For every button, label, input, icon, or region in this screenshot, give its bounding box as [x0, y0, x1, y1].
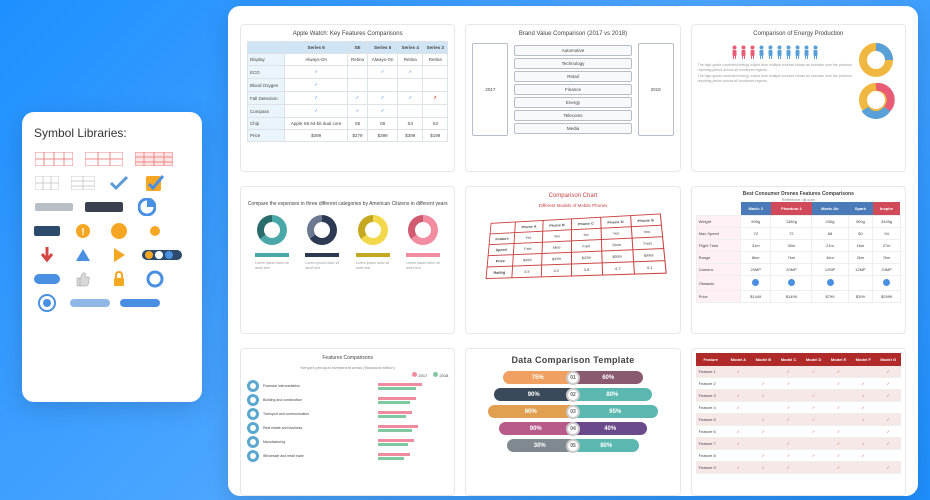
symbol-radio-blue-icon[interactable]: [34, 294, 60, 312]
template-card-1[interactable]: Apple Watch: Key Features Comparisons Se…: [240, 24, 455, 172]
t2-item: Automotive: [514, 45, 631, 56]
svg-text:!: !: [81, 227, 84, 238]
symbol-lock-orange-icon[interactable]: [106, 270, 132, 288]
symbol-dot-small-orange-icon[interactable]: [142, 222, 168, 240]
symbol-bar-lightblue[interactable]: [70, 294, 110, 312]
symbol-play-orange-icon[interactable]: [106, 246, 132, 264]
template-card-7[interactable]: Features Comparisons Kenya's principal i…: [240, 348, 455, 496]
t3-text2: The high-grade combined energy output fr…: [698, 74, 853, 83]
t5-subtitle: Different Models of Mobile Phones: [472, 203, 673, 208]
t7-legend-1: 2017: [412, 372, 427, 378]
t5-table: Phone APhone BPhone CPhone DPhone EFeatu…: [486, 213, 667, 279]
t2-item: Telecoms: [514, 110, 631, 121]
t2-item: Retail: [514, 71, 631, 82]
symbol-grid-red-2[interactable]: [84, 150, 124, 168]
symbol-bar-dark[interactable]: [84, 198, 124, 216]
t2-item: Media: [514, 123, 631, 134]
t4-title: Compare the expenses in three different …: [247, 201, 448, 207]
t4-donuts: [247, 215, 448, 245]
template-card-9[interactable]: FeatureModel AModel BModel CModel DModel…: [691, 348, 906, 496]
symbol-libraries-title: Symbol Libraries:: [34, 126, 190, 140]
t2-item: Finance: [514, 84, 631, 95]
symbol-bar-darkblue[interactable]: [34, 222, 60, 240]
t7-subtitle: Kenya's principal investment areas (thou…: [247, 365, 448, 370]
template-card-6[interactable]: Best Consumer Drones Features Comparison…: [691, 186, 906, 334]
symbol-arrow-down-red-icon[interactable]: [34, 246, 60, 264]
t2-right-year: 2018: [638, 43, 674, 136]
t3-donut-2: [857, 81, 895, 119]
symbol-ring-blue-icon[interactable]: [142, 270, 168, 288]
t1-title: Apple Watch: Key Features Comparisons: [247, 31, 448, 37]
t2-items: Automotive Technology Retail Finance Energy T…: [514, 43, 631, 136]
symbol-toggle-multi-icon[interactable]: [142, 246, 182, 264]
symbol-bar-long-blue[interactable]: [120, 294, 160, 312]
symbol-circle-orange-icon[interactable]: [106, 222, 132, 240]
template-card-4[interactable]: Compare the expenses in three different …: [240, 186, 455, 334]
t8-title: Data Comparison Template: [472, 355, 673, 365]
symbol-check-orange-icon[interactable]: [142, 174, 168, 192]
symbol-libraries-panel: Symbol Libraries: !: [22, 112, 202, 402]
symbol-grid-plain-2[interactable]: [70, 174, 96, 192]
symbol-grid: !: [34, 150, 190, 312]
template-card-5[interactable]: Comparison Chart Different Models of Mob…: [465, 186, 680, 334]
symbol-warning-orange-icon[interactable]: !: [70, 222, 96, 240]
t7-legend-2: 2018: [433, 372, 448, 378]
symbol-check-blue-icon[interactable]: [106, 174, 132, 192]
t3-donut-1: [857, 41, 895, 79]
t2-title: Brand Value Comparison (2017 vs 2018): [472, 31, 673, 37]
symbol-bar-gray[interactable]: [34, 198, 74, 216]
t3-text: The high-grade combined energy output fr…: [698, 63, 853, 72]
t4-bars: [247, 253, 448, 257]
t7-title: Features Comparisons: [247, 355, 448, 361]
symbol-triangle-blue-icon[interactable]: [70, 246, 96, 264]
t2-item: Technology: [514, 58, 631, 69]
symbol-thumbs-up-icon[interactable]: [70, 270, 96, 288]
symbol-pill-blue[interactable]: [34, 270, 60, 288]
symbol-grid-red-3[interactable]: [134, 150, 174, 168]
template-card-2[interactable]: Brand Value Comparison (2017 vs 2018) 20…: [465, 24, 680, 172]
t6-table: Mavic 2Phantom 4Mavic AirSparkInspireWei…: [696, 202, 901, 303]
t9-table: FeatureModel AModel BModel CModel DModel…: [696, 353, 901, 474]
symbol-grid-red-1[interactable]: [34, 150, 74, 168]
templates-grid: Apple Watch: Key Features Comparisons Se…: [240, 24, 906, 496]
t8-pills: 75%60%0190%80%0260%95%0390%40%0430%80%05: [472, 371, 673, 452]
t1-table: Series 6SESeries 5Series 4Series 3 Displ…: [247, 41, 448, 142]
symbol-pie-blue-icon[interactable]: [134, 198, 160, 216]
t2-left-year: 2017: [472, 43, 508, 136]
t3-people-row: [698, 45, 853, 59]
symbol-grid-plain-1[interactable]: [34, 174, 60, 192]
t7-rows: Financial intermediationBuilding and con…: [247, 380, 448, 462]
t5-3d-wrap: Phone APhone BPhone CPhone DPhone EFeatu…: [475, 213, 681, 280]
t3-title: Comparison of Energy Production: [698, 31, 899, 37]
template-card-8[interactable]: Data Comparison Template 75%60%0190%80%0…: [465, 348, 680, 496]
template-card-3[interactable]: Comparison of Energy Production The high…: [691, 24, 906, 172]
templates-panel: Apple Watch: Key Features Comparisons Se…: [228, 6, 918, 496]
t5-title: Comparison Chart: [472, 193, 673, 199]
t2-item: Energy: [514, 97, 631, 108]
